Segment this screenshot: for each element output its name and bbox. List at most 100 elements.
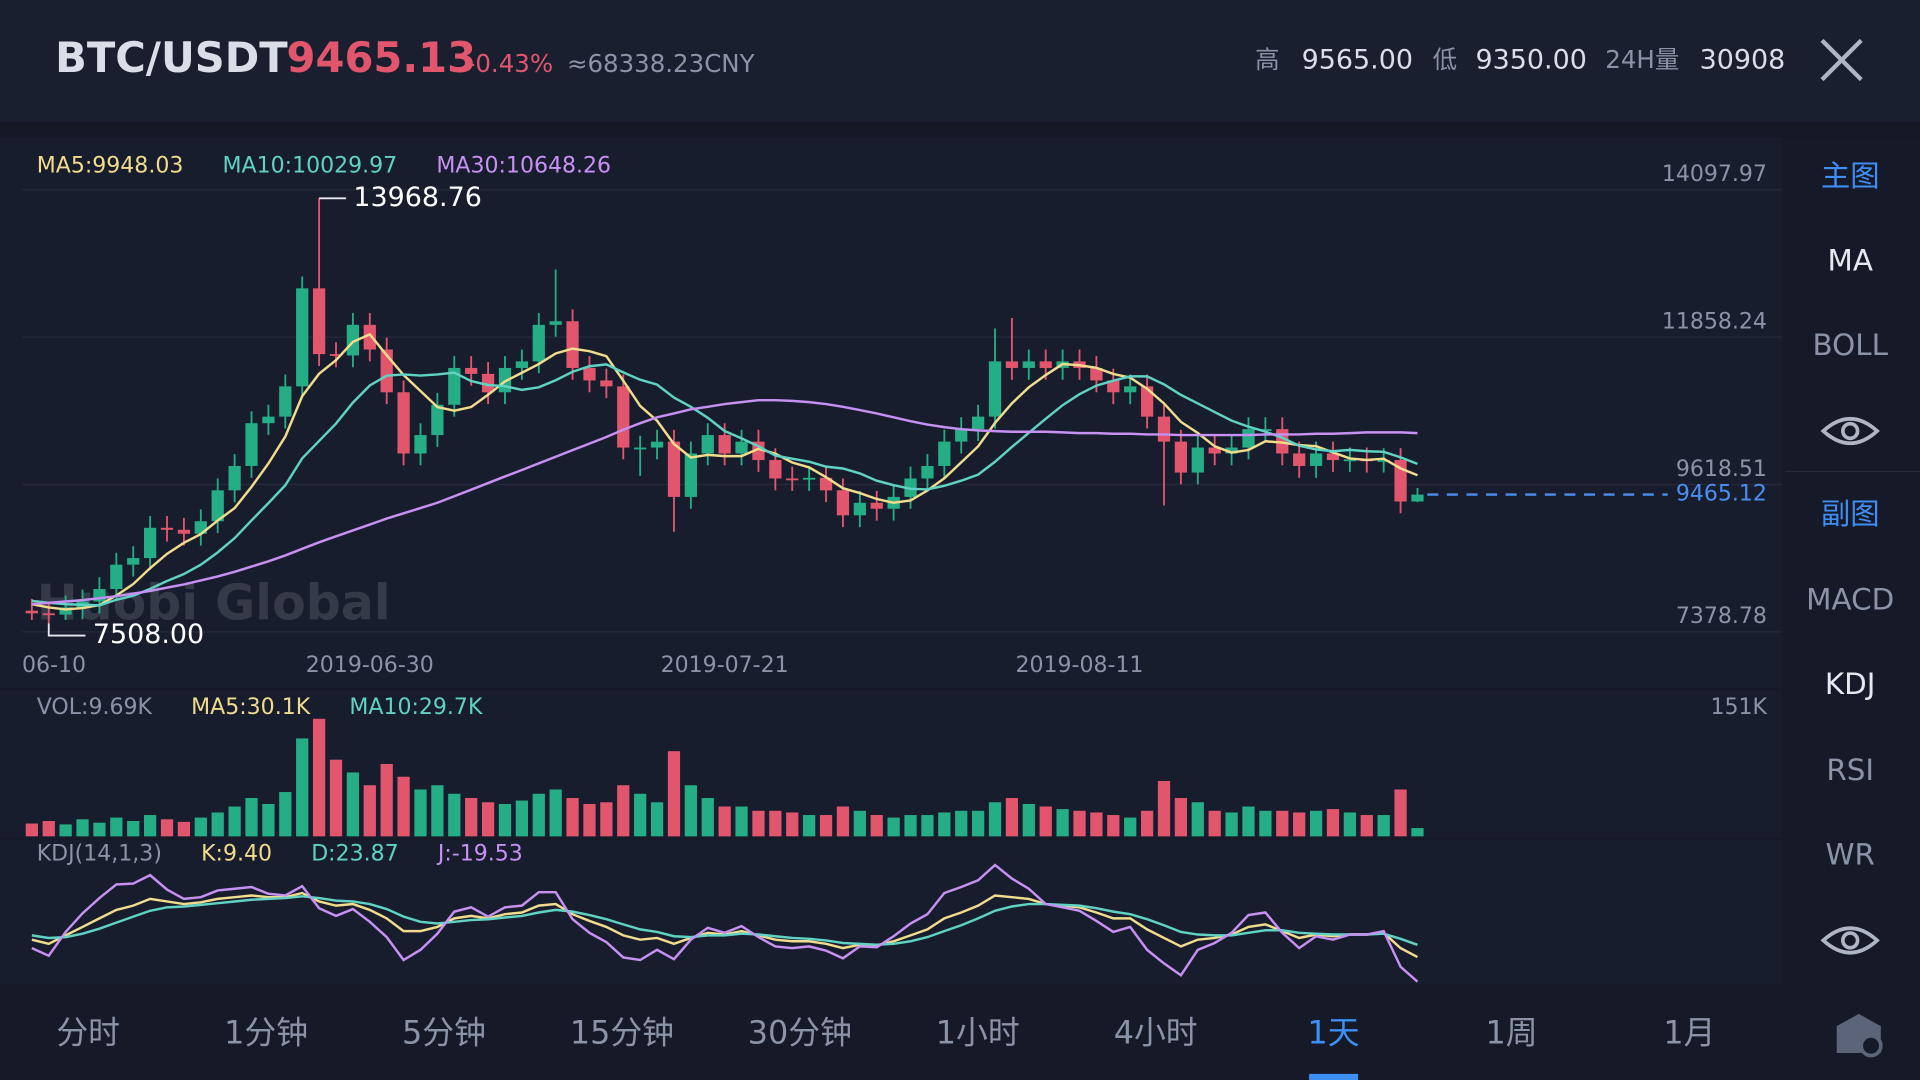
- volume-bar: [549, 789, 562, 837]
- volume-bar: [667, 751, 681, 837]
- active-tab-underline: [1309, 1073, 1359, 1080]
- volume-bar: [1039, 806, 1052, 837]
- candle-body: [448, 367, 461, 405]
- candle-body: [42, 613, 55, 616]
- volume-bar: [380, 763, 393, 837]
- candle-body: [1309, 453, 1323, 466]
- legend-entry: MA5:30.1K: [191, 695, 311, 720]
- volume-bar: [1326, 809, 1340, 837]
- volume-bar: [1191, 802, 1204, 837]
- volume-bar: [650, 802, 664, 837]
- interval-tab[interactable]: 1月: [1663, 1014, 1715, 1052]
- volume-label: 24H量: [1605, 45, 1679, 74]
- volume-bar: [194, 817, 207, 837]
- volume-bar: [160, 819, 174, 837]
- candle-body: [144, 527, 157, 559]
- interval-tab[interactable]: 15分钟: [570, 1014, 674, 1052]
- legend-entry: MA5:9948.03: [37, 154, 184, 179]
- close-button[interactable]: [1820, 38, 1863, 82]
- candle-body: [988, 361, 1002, 417]
- interval-tab[interactable]: 1小时: [936, 1014, 1020, 1052]
- volume-bar: [1360, 815, 1373, 837]
- volume-bar: [329, 759, 343, 837]
- pair: BTC/USDT: [55, 33, 288, 82]
- volume-bar: [448, 793, 461, 837]
- indicator[interactable]: RSI: [1826, 753, 1874, 787]
- indicator-line: [31, 863, 1419, 983]
- ma-line: [31, 398, 1418, 606]
- legend-entry: MA30:10648.26: [436, 154, 611, 179]
- candle-body: [836, 490, 850, 516]
- candle-body: [262, 416, 275, 424]
- candle-body: [1293, 453, 1306, 466]
- candle-body: [363, 324, 376, 350]
- volume-bar: [752, 810, 765, 837]
- interval-tab[interactable]: 5分钟: [402, 1014, 486, 1052]
- volume-bar: [853, 810, 866, 837]
- volume-bar: [498, 803, 512, 837]
- volume-bar: [127, 821, 140, 837]
- candle-body: [1225, 447, 1238, 454]
- candle-body: [921, 465, 934, 479]
- eye-pupil: [1841, 931, 1860, 950]
- low-label: 低: [1433, 45, 1457, 74]
- volume-bar: [955, 810, 968, 837]
- x-tick-label: 2019-06-30: [306, 653, 434, 678]
- candle-body: [955, 429, 968, 442]
- hide-icon[interactable]: [1820, 417, 1880, 445]
- candle-body: [701, 435, 714, 454]
- interval-tab[interactable]: 1天: [1308, 1014, 1360, 1052]
- volume-bar: [1124, 817, 1137, 837]
- min-label: 7508.00: [93, 619, 204, 650]
- candle-body: [1208, 447, 1221, 454]
- volume-bar: [684, 785, 697, 837]
- last-price-label: 9465.12: [1676, 482, 1767, 507]
- candle-body: [819, 477, 833, 491]
- indicator[interactable]: WR: [1825, 837, 1874, 871]
- indicator[interactable]: MACD: [1806, 583, 1894, 617]
- candle-body: [786, 478, 799, 481]
- candle-body: [532, 324, 545, 362]
- candle-body: [1107, 380, 1120, 393]
- change: -0.43%: [467, 49, 554, 78]
- interval-tab[interactable]: 分时: [56, 1014, 120, 1052]
- candle-body: [329, 354, 343, 356]
- volume-bar: [532, 793, 545, 837]
- hide-icon[interactable]: [1820, 926, 1880, 955]
- volume-bar: [59, 824, 72, 837]
- x-tick-label: 2019-07-21: [661, 653, 789, 678]
- candle-body: [279, 386, 292, 417]
- volume-bar: [1394, 789, 1407, 837]
- ma-line: [31, 363, 1418, 607]
- interval-tab[interactable]: 1分钟: [224, 1014, 308, 1052]
- legend-entry: MA10:10029.97: [223, 154, 398, 179]
- volume-bar: [346, 772, 360, 837]
- interval-tab[interactable]: 4小时: [1114, 1014, 1198, 1052]
- volume-bar: [363, 785, 376, 837]
- volume-bar: [431, 785, 444, 837]
- candle-body: [1259, 429, 1272, 431]
- indicator[interactable]: BOLL: [1812, 328, 1888, 362]
- close-stroke: [1820, 38, 1863, 82]
- candle-body: [1090, 367, 1103, 381]
- volume-bar: [93, 822, 106, 837]
- indicator[interactable]: KDJ: [1825, 667, 1876, 701]
- indicator[interactable]: MA: [1827, 244, 1872, 278]
- candle-body: [803, 477, 816, 480]
- candle-body: [583, 367, 596, 381]
- interval-tab[interactable]: 30分钟: [748, 1014, 852, 1052]
- candle-body: [346, 324, 360, 356]
- volume-bar: [42, 821, 55, 837]
- volume-bar: [1343, 812, 1356, 837]
- interval-tab[interactable]: 1周: [1485, 1014, 1537, 1052]
- volume-bar: [988, 802, 1002, 837]
- settings-icon[interactable]: [1836, 1013, 1883, 1058]
- volume-value: 30908: [1700, 45, 1786, 76]
- x-tick-label: 2019-08-11: [1015, 653, 1143, 678]
- candle-body: [870, 502, 883, 509]
- candle-body: [667, 441, 681, 497]
- volume-bar: [1208, 810, 1221, 837]
- legend-entry: MA10:29.7K: [349, 695, 483, 720]
- candle-body: [228, 465, 241, 491]
- candle-body: [312, 288, 326, 355]
